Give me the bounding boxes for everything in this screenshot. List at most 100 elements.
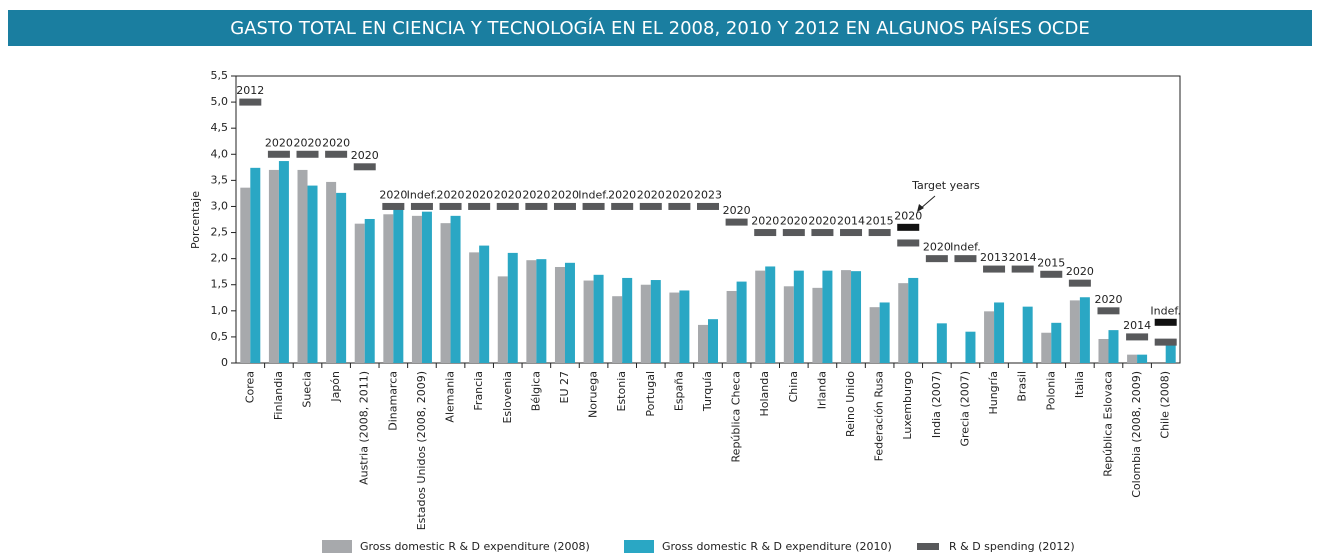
target-marker (697, 202, 719, 210)
bar (297, 169, 308, 363)
target-marker (1126, 333, 1149, 341)
target-marker (353, 163, 376, 171)
target-label: 2012 (236, 84, 264, 97)
x-tick-label: Dinamarca (386, 371, 399, 431)
target-marker (868, 229, 891, 237)
y-tick-label: 3,5 (211, 173, 229, 186)
target-marker (296, 150, 319, 158)
x-tick-label: Austria (2008, 2011) (358, 371, 371, 485)
bar (536, 259, 547, 363)
x-tick-label: Bélgica (529, 371, 542, 411)
target-marker (439, 202, 462, 210)
x-tick-label: Japón (329, 371, 342, 403)
target-marker (496, 202, 519, 210)
target-label: 2020 (808, 215, 836, 228)
x-tick-label: Suecia (301, 371, 314, 408)
bar (450, 215, 461, 363)
x-tick-label: India (2007) (930, 371, 943, 438)
target-marker (582, 202, 605, 210)
target-marker (1011, 265, 1034, 273)
bar (250, 167, 261, 363)
target-label: 2020 (665, 188, 693, 201)
legend-swatch (322, 540, 352, 553)
bar (364, 218, 375, 363)
y-tick-label: 0,5 (211, 330, 229, 343)
bar (640, 284, 651, 363)
bar (755, 270, 766, 363)
target-label: 2020 (780, 215, 808, 228)
target-marker (553, 202, 576, 210)
target-label: 2020 (351, 149, 379, 162)
y-tick-label: 0 (221, 356, 228, 369)
bar (593, 274, 604, 363)
bar (622, 277, 633, 363)
target-marker (382, 202, 405, 210)
title-banner (8, 10, 1312, 46)
bar (708, 319, 718, 363)
bar (1079, 297, 1090, 363)
target-label: 2023 (694, 188, 722, 201)
target-marker (840, 229, 863, 237)
target-label: Indef. (578, 188, 609, 201)
bar (898, 283, 909, 363)
bar (1108, 330, 1119, 363)
x-tick-label: Colombia (2008, 2009) (1130, 371, 1143, 498)
x-tick-label: Portugal (644, 371, 657, 417)
target-label: 2014 (1009, 251, 1037, 264)
target-label: 2020 (494, 188, 522, 201)
target-label: 2013 (980, 251, 1008, 264)
x-tick-label: Corea (243, 371, 256, 403)
target-marker (639, 202, 662, 210)
bar (336, 192, 347, 363)
bar (1041, 332, 1052, 363)
legend-label: Gross domestic R & D expenditure (2010) (662, 540, 892, 553)
bar (383, 214, 394, 363)
x-tick-label: España (672, 371, 685, 411)
bar (1127, 354, 1138, 363)
target-marker (1097, 307, 1120, 315)
bar (984, 311, 995, 363)
target-marker (611, 202, 634, 210)
chart-title: GASTO TOTAL EN CIENCIA Y TECNOLOGÍA EN E… (230, 17, 1089, 39)
x-tick-label: Hungría (987, 371, 1000, 415)
y-tick-label: 4,0 (211, 147, 229, 160)
legend-label: Gross domestic R & D expenditure (2008) (360, 540, 590, 553)
x-tick-label: Noruega (587, 371, 600, 418)
bar (278, 161, 289, 363)
x-tick-label: Chile (2008) (1159, 371, 1172, 439)
target-marker (410, 202, 433, 210)
bar (564, 262, 575, 363)
bar (268, 169, 279, 363)
annotation: Target years (911, 179, 980, 192)
bar (851, 271, 862, 363)
y-axis-label: Porcentaje (189, 191, 202, 249)
bar (583, 280, 594, 363)
target-label: 2020 (294, 136, 322, 149)
x-tick-label: República Checa (730, 371, 743, 462)
target-label: 2020 (437, 188, 465, 201)
legend-swatch (917, 543, 939, 550)
target-marker (1154, 318, 1177, 326)
y-tick-label: 2,0 (211, 252, 229, 265)
bar (421, 211, 432, 363)
target-label: 2020 (608, 188, 636, 201)
annotation-arrowhead (917, 204, 924, 212)
target-label: 2020 (1094, 293, 1122, 306)
target-marker (239, 98, 262, 106)
x-tick-label: Eslovenia (501, 371, 514, 424)
bar (307, 185, 318, 363)
bar (411, 215, 422, 363)
bar (908, 277, 919, 363)
bar (679, 290, 690, 363)
target-marker (1154, 338, 1177, 346)
bar (698, 324, 708, 363)
bar (507, 252, 518, 363)
bar (440, 223, 451, 363)
x-tick-label: Reino Unido (844, 371, 857, 437)
target-marker (897, 239, 920, 247)
target-label: 2015 (1037, 256, 1065, 269)
x-tick-label: Francia (472, 371, 485, 411)
target-marker (668, 202, 691, 210)
target-label: 2020 (751, 215, 779, 228)
